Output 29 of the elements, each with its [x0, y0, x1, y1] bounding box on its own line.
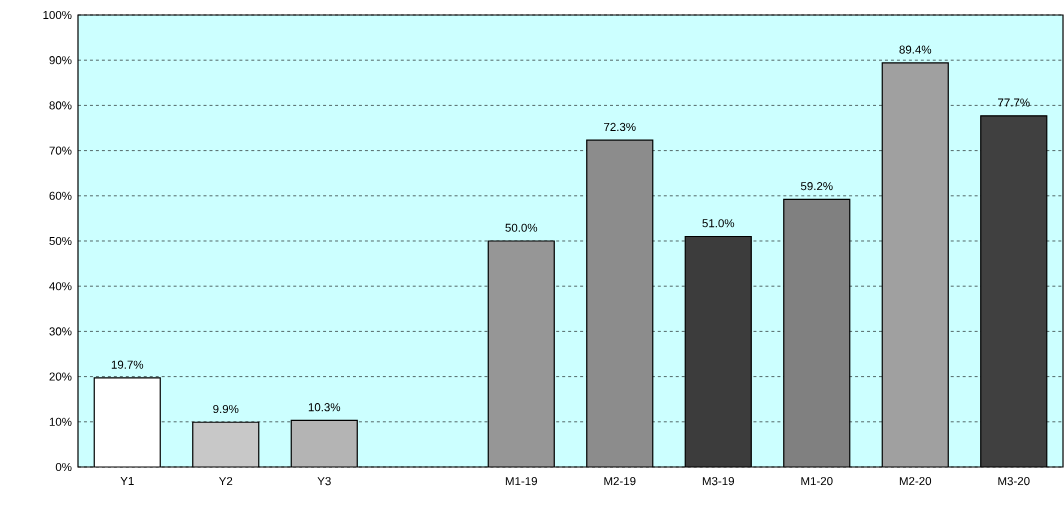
y-tick-label: 90% — [49, 56, 72, 65]
x-tick-label: M1-19 — [505, 477, 537, 486]
y-tick-label: 80% — [49, 101, 72, 110]
y-tick-label: 60% — [49, 191, 72, 200]
y-tick-label: 20% — [49, 372, 72, 381]
x-tick-label: M2-20 — [899, 477, 932, 486]
y-tick-label: 10% — [49, 417, 72, 426]
y-tick-label: 40% — [49, 282, 72, 291]
x-tick-label: Y2 — [218, 477, 233, 486]
data-label: 50.0% — [505, 223, 538, 232]
y-tick-label: 0% — [55, 462, 72, 472]
x-tick-label: M1-20 — [801, 477, 833, 486]
y-tick-label: 30% — [49, 327, 72, 336]
y-tick-label: 50% — [49, 236, 72, 246]
y-tick-label: 70% — [49, 146, 72, 155]
data-label: 89.4% — [899, 45, 932, 54]
data-label: 10.3% — [308, 403, 341, 412]
y-tick-label: 100% — [43, 10, 72, 20]
x-tick-label: M3-19 — [702, 477, 734, 486]
data-label: 19.7% — [111, 360, 144, 369]
data-label: 72.3% — [604, 122, 636, 131]
x-tick-label: M3-20 — [998, 477, 1030, 486]
data-label: 59.2% — [800, 182, 833, 191]
x-tick-label: Y1 — [120, 477, 134, 485]
data-label: 77.7% — [998, 98, 1030, 107]
data-label: 51.0% — [702, 219, 735, 228]
x-tick-label: Y3 — [317, 477, 331, 486]
x-tick-label: M2-19 — [604, 477, 636, 486]
data-label: 9.9% — [213, 404, 239, 414]
